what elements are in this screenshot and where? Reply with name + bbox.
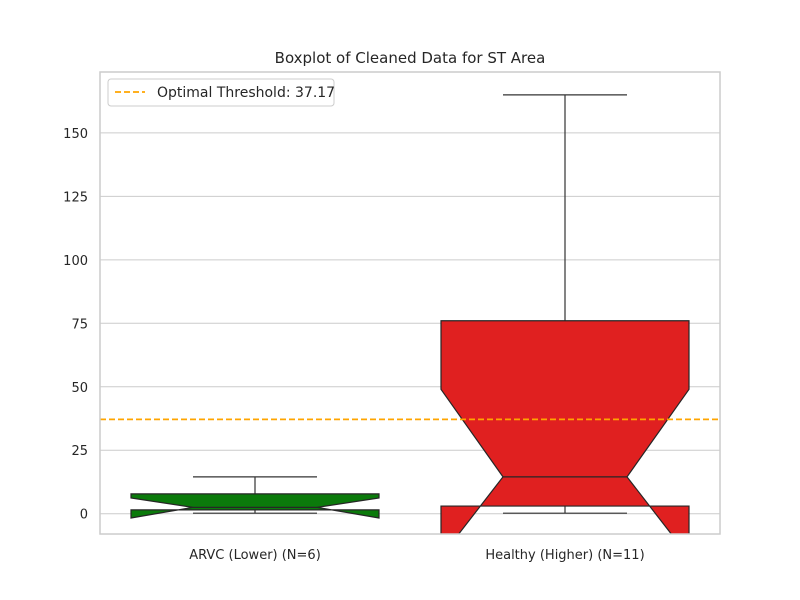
box-0: [130, 493, 380, 519]
legend: Optimal Threshold: 37.17: [107, 78, 335, 107]
plot-area: [100, 94, 720, 534]
chart-title: Boxplot of Cleaned Data for ST Area: [275, 49, 546, 67]
axes-frame: [99, 71, 721, 535]
legend-box: [107, 78, 335, 107]
y-tick-label: 25: [71, 444, 88, 459]
y-tick-label: 0: [80, 508, 88, 523]
y-tick-label: 75: [71, 317, 88, 332]
y-tick-label: 100: [63, 254, 88, 269]
axes: 0 25 50 75 100 125 150 ARVC (Lower) (N=6) Health…: [63, 71, 721, 563]
y-tick-label: 150: [63, 127, 88, 142]
box-1: [440, 320, 690, 534]
y-tick-label: 125: [63, 190, 88, 205]
legend-threshold-label: Optimal Threshold: 37.17: [157, 85, 335, 101]
x-tick-label: ARVC (Lower) (N=6): [189, 548, 321, 563]
y-tick-label: 50: [71, 381, 88, 396]
x-tick-label: Healthy (Higher) (N=11): [485, 548, 644, 563]
